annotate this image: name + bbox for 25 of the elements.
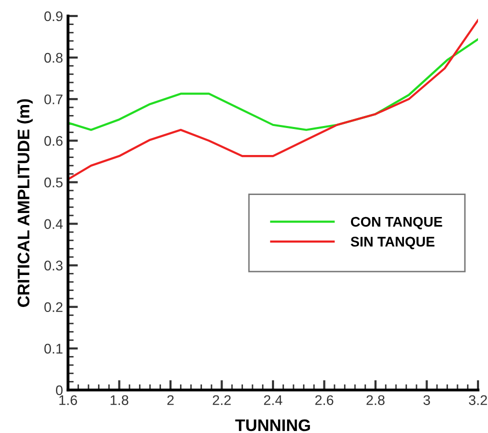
- y-tick-label: 0.7: [44, 94, 62, 104]
- y-tick-label: 0.6: [44, 136, 63, 146]
- y-tick-label: 0.9: [44, 11, 62, 22]
- x-tick-label: 2: [167, 395, 174, 405]
- x-tick-label: 2.4: [264, 395, 282, 405]
- y-axis-title: CRITICAL AMPLITUDE (m): [17, 99, 33, 307]
- line-series: [68, 38, 478, 131]
- y-tick-label: 0.5: [44, 178, 63, 188]
- y-tick-label: 0.3: [44, 260, 63, 271]
- x-tick-label: 3: [423, 395, 430, 406]
- legend-label: SIN TANQUE: [350, 236, 434, 250]
- x-tick-label: 2.2: [212, 395, 231, 405]
- x-tick-label: 1.6: [59, 395, 78, 406]
- y-tick-label: 0.2: [44, 302, 62, 312]
- x-tick-label: 2.8: [366, 395, 385, 406]
- y-tick-label: 0.4: [44, 219, 63, 229]
- x-tick-label: 3.2: [468, 395, 487, 406]
- legend-label: CON TANQUE: [350, 216, 442, 230]
- line-series: [68, 19, 478, 180]
- y-tick-label: 0: [56, 385, 63, 396]
- y-tick-label: 0.8: [44, 52, 63, 63]
- x-axis-title: TUNNING: [235, 419, 310, 432]
- x-tick-label: 1.8: [110, 395, 128, 406]
- y-tick-label: 0.1: [44, 344, 62, 354]
- x-tick-label: 2.6: [315, 395, 334, 406]
